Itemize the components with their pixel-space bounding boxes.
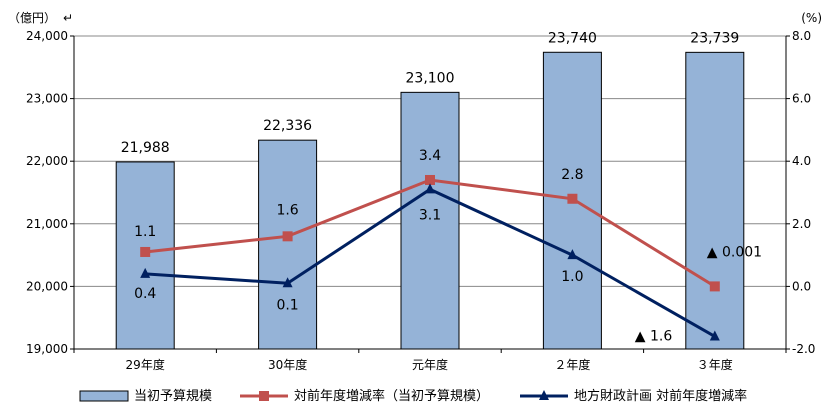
rate-value-label: 3.4 <box>419 148 441 164</box>
axes: 19,000 -2.0 20,000 0.0 21,000 2.0 22,000 4.0 23,… <box>26 29 815 372</box>
left-tick-label: 19,000 <box>26 342 68 356</box>
bar <box>685 51 745 350</box>
left-tick-label: 20,000 <box>26 279 68 293</box>
bar-value-label: 23,739 <box>690 30 739 46</box>
legend-bar-swatch <box>79 390 129 402</box>
plan-rate-value-label: 3.1 <box>419 207 441 223</box>
bar-value-label: 23,740 <box>548 30 597 46</box>
plan-rate-value-label: 0.1 <box>276 297 298 313</box>
legend-plan-marker <box>539 390 549 400</box>
right-tick-label: 6.0 <box>792 92 811 106</box>
triangle-marker <box>140 267 151 278</box>
rate-value-label: 1.6 <box>276 202 298 218</box>
x-tick-label: 30年度 <box>268 357 307 372</box>
rate-value-label: 1.1 <box>134 224 156 240</box>
bar-value-label: 21,988 <box>121 140 170 156</box>
plan-rate-value-label: 1.0 <box>561 269 583 285</box>
square-marker <box>282 231 293 242</box>
right-axis-unit: (%) <box>801 11 822 25</box>
x-tick-label: ３年度 <box>697 357 733 372</box>
left-tick-label: 22,000 <box>26 154 68 168</box>
bar-series <box>115 51 745 350</box>
bar <box>258 139 318 350</box>
bar-value-label: 22,336 <box>263 118 312 134</box>
return-mark: ↵ <box>63 11 73 25</box>
square-marker <box>425 174 435 185</box>
rate-value-label: 2.8 <box>561 167 583 183</box>
legend-rate-marker <box>259 391 269 401</box>
legend-bar-label: 当初予算規模 <box>134 389 212 404</box>
left-axis-unit: （億円） <box>8 11 56 25</box>
triangle-marker <box>709 330 720 341</box>
data-labels: 21,988 22,336 23,100 23,740 23,739 1.1 1.6 3.4 2… <box>121 30 762 344</box>
legend-plan-label: 地方財政計画 対前年度増減率 <box>574 388 747 404</box>
right-tick-label: 2.0 <box>792 217 811 231</box>
triangle-marker <box>567 249 578 260</box>
x-tick-label: ２年度 <box>554 357 590 372</box>
left-tick-label: 23,000 <box>26 92 68 106</box>
right-tick-label: 0.0 <box>792 279 811 293</box>
x-tick-label: 元年度 <box>412 357 448 372</box>
right-tick-label: -2.0 <box>792 342 815 356</box>
bar-value-label: 23,100 <box>406 70 455 86</box>
triangle-marker <box>425 183 435 194</box>
square-marker <box>567 193 578 204</box>
legend: 当初予算規模 対前年度増減率（当初予算規模） 地方財政計画 対前年度増減率 <box>79 388 747 404</box>
x-tick-label: 29年度 <box>126 357 165 372</box>
left-tick-label: 24,000 <box>26 29 68 43</box>
square-marker <box>140 246 151 257</box>
plan-rate-value-label: 0.4 <box>134 286 156 302</box>
plan-rate-value-label: ▲ 1.6 <box>635 328 673 344</box>
triangle-marker <box>282 277 293 288</box>
left-tick-label: 21,000 <box>26 217 68 231</box>
legend-rate-label: 対前年度増減率（当初予算規模） <box>294 388 489 404</box>
right-tick-label: 4.0 <box>792 154 811 168</box>
right-tick-label: 8.0 <box>792 29 811 43</box>
rate-value-label: ▲ 0.001 <box>707 244 762 260</box>
square-marker <box>709 281 720 292</box>
line-series <box>140 174 720 341</box>
